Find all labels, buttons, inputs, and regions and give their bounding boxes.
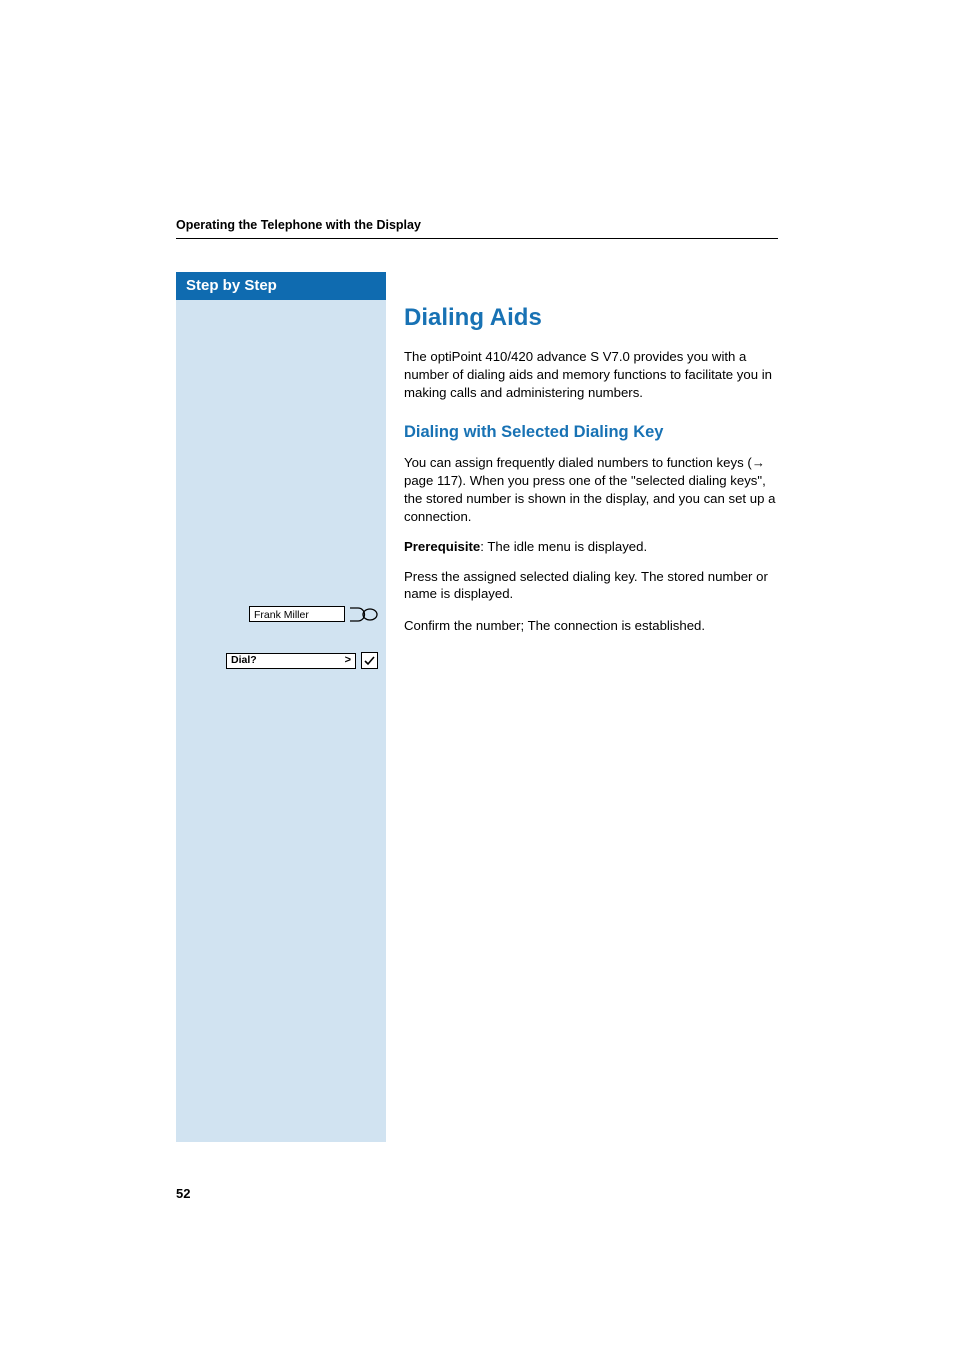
heading-dialing-aids: Dialing Aids: [404, 304, 778, 332]
step2-instruction: Confirm the number; The connection is es…: [404, 617, 778, 635]
p1-part-b: page 117). When you press one of the "se…: [404, 473, 775, 524]
page: Operating the Telephone with the Display…: [0, 0, 954, 1142]
main-content: Dialing Aids The optiPoint 410/420 advan…: [386, 272, 778, 1142]
display-prompt-text: Dial?: [231, 655, 257, 666]
step1-instruction: Press the assigned selected dialing key.…: [404, 568, 778, 604]
key-led-icon: [350, 607, 378, 622]
function-key-label: Frank Miller: [249, 606, 345, 622]
prerequisite-label: Prerequisite: [404, 539, 480, 554]
step-by-step-banner: Step by Step: [176, 272, 386, 300]
display-gt-icon: >: [345, 655, 351, 666]
prerequisite-text: : The idle menu is displayed.: [480, 539, 647, 554]
intro-paragraph: The optiPoint 410/420 advance S V7.0 pro…: [404, 348, 778, 401]
paragraph-assign-keys: You can assign frequently dialed numbers…: [404, 454, 778, 525]
p1-part-a: You can assign frequently dialed numbers…: [404, 455, 752, 470]
prerequisite-line: Prerequisite: The idle menu is displayed…: [404, 538, 778, 556]
step1-icons: Frank Miller: [249, 606, 378, 622]
page-number: 52: [176, 1186, 190, 1201]
heading-dialing-key: Dialing with Selected Dialing Key: [404, 423, 778, 442]
running-header: Operating the Telephone with the Display: [176, 218, 778, 239]
sidebar: Step by Step Frank Miller Dial? >: [176, 272, 386, 1142]
step2-icons: Dial? >: [226, 652, 378, 669]
display-prompt: Dial? >: [226, 653, 356, 669]
content-row: Step by Step Frank Miller Dial? >: [176, 272, 778, 1142]
arrow-icon: →: [752, 455, 765, 470]
confirm-check-icon: [361, 652, 378, 669]
